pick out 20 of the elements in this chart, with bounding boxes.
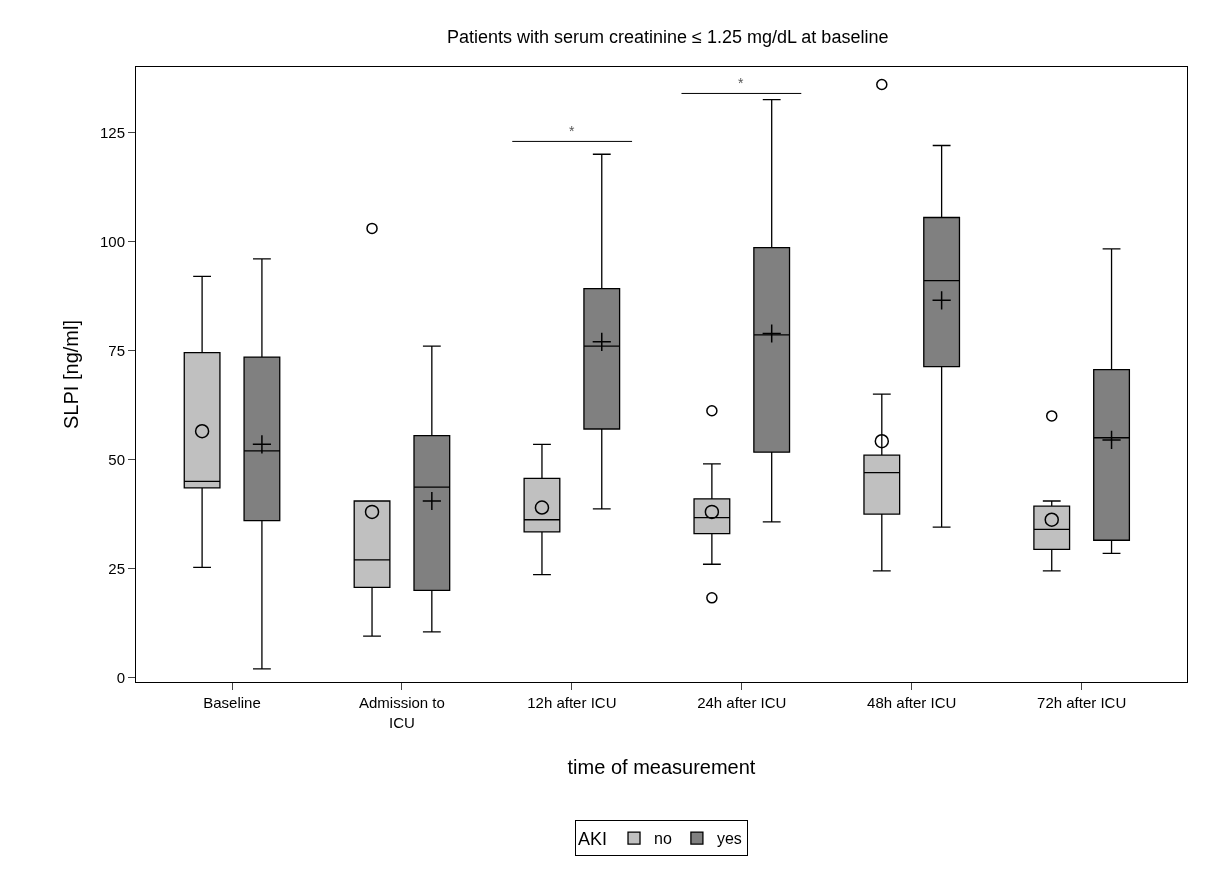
annotation: * (738, 75, 744, 91)
y-axis-title: SLPI [ng/ml] (60, 320, 83, 429)
y-tick-label: 75 (108, 341, 125, 359)
y-tick-label: 50 (108, 450, 125, 468)
x-tick-label: 12h after ICU (527, 694, 617, 711)
y-tick-label: 25 (108, 559, 125, 577)
chart-title: Patients with serum creatinine ≤ 1.25 mg/dL at baseline (446, 27, 889, 48)
legend-label: no (654, 830, 672, 848)
legend-label: yes (716, 830, 742, 848)
y-tick-label: 125 (99, 123, 125, 141)
annotation: * (569, 123, 575, 139)
x-tick-label: 24h after ICU (697, 694, 787, 711)
x-tick-label: Admission to ICU (359, 694, 445, 731)
legend-title: AKI (578, 828, 608, 849)
x-tick-label: Baseline (203, 694, 261, 711)
x-tick-label: 72h after ICU (1037, 694, 1127, 711)
x-tick-label: 48h after ICU (867, 694, 957, 711)
x-axis-title: time of measurement (567, 756, 756, 778)
y-tick-label: 100 (99, 232, 125, 250)
y-tick-label: 0 (116, 668, 125, 686)
